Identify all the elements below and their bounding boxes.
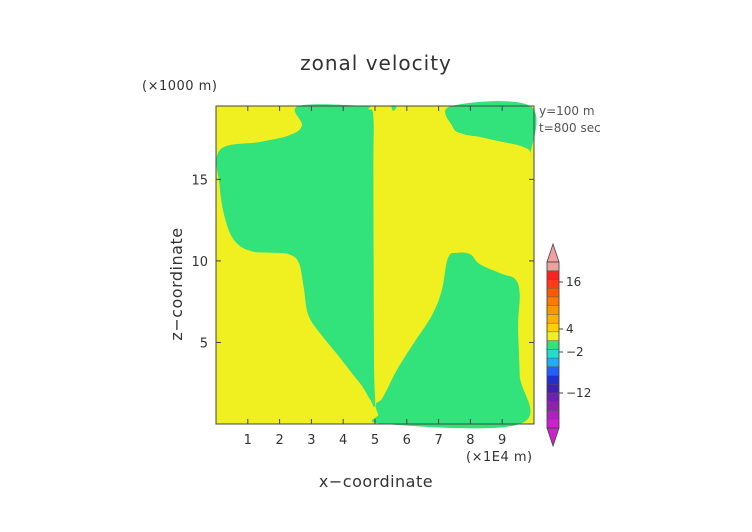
x-tick-label: 4	[339, 433, 347, 448]
contour-region-1	[371, 252, 531, 429]
y-axis-ticks: 5 10 15	[191, 173, 534, 351]
colorbar-band	[546, 401, 560, 411]
colorbar-upper-arrow	[546, 242, 560, 263]
x-tick-label: 1	[244, 433, 252, 448]
colorbar-frame	[546, 261, 560, 429]
annotation-y: y=100 m	[539, 104, 595, 118]
colorbar-band	[546, 331, 560, 341]
contour-region-2	[445, 101, 537, 158]
colorbar-band	[546, 384, 560, 394]
y-tick-label: 5	[200, 336, 208, 351]
colorbar-label: 4	[566, 322, 574, 336]
colorbar-band	[546, 296, 560, 306]
x-tick-label: 8	[466, 433, 474, 448]
annotation-t: t=800 sec	[539, 121, 601, 135]
y-tick-label: 15	[191, 173, 208, 188]
colorbar-band	[546, 349, 560, 359]
x-tick-label: 9	[498, 433, 506, 448]
colorbar-band	[546, 419, 560, 429]
colorbar-band	[546, 270, 560, 280]
contour-region-0	[216, 104, 376, 408]
colorbar: 16 4 −2 −12	[546, 242, 591, 448]
x-axis-ticks: 1 2 3 4 5 6 7 8 9	[244, 106, 506, 448]
colorbar-label: −12	[566, 386, 591, 400]
x-tick-label: 3	[307, 433, 315, 448]
colorbar-band	[546, 392, 560, 402]
plot-area: 1 2 3 4 5 6 7 8 9 5 10 15	[191, 101, 537, 448]
y-tick-label: 10	[191, 255, 208, 270]
colorbar-lower-arrow	[546, 427, 560, 448]
colorbar-band	[546, 375, 560, 385]
colorbar-label: 16	[566, 275, 581, 289]
colorbar-band	[546, 340, 560, 350]
x-unit-label: (×1E4 m)	[466, 450, 533, 465]
colorbar-band	[546, 261, 560, 271]
y-unit-label: (×1000 m)	[142, 79, 217, 94]
colorbar-band	[546, 410, 560, 420]
colorbar-band	[546, 314, 560, 324]
colorbar-band	[546, 279, 560, 289]
contour-regions	[216, 101, 537, 429]
colorbar-band	[546, 322, 560, 333]
colorbar-label: −2	[566, 345, 584, 359]
colorbar-band	[546, 366, 560, 376]
x-tick-label: 7	[434, 433, 442, 448]
contour-region-3	[391, 105, 397, 111]
colorbar-band	[546, 305, 560, 315]
y-axis-label: z−coordinate	[167, 227, 186, 340]
colorbar-band	[546, 357, 560, 368]
chart-title: zonal velocity	[300, 51, 452, 75]
colorbar-band	[546, 288, 560, 298]
x-axis-label: x−coordinate	[319, 472, 433, 491]
x-tick-label: 6	[403, 433, 411, 448]
x-tick-label: 2	[275, 433, 283, 448]
x-tick-label: 5	[371, 433, 379, 448]
